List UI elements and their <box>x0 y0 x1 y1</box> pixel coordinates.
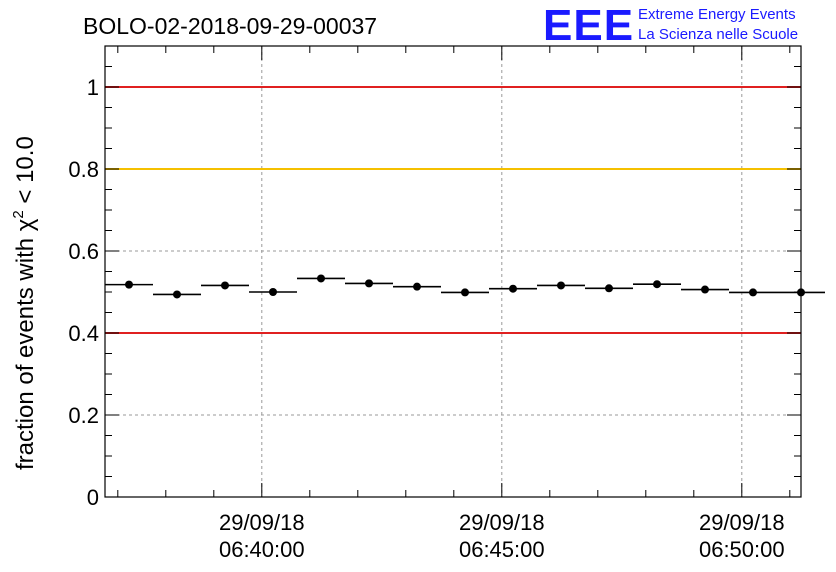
y-tick-label: 1 <box>87 75 99 100</box>
eee-logo: EEE Extreme Energy Events La Scienza nel… <box>543 1 798 50</box>
y-axis-label: fraction of events with χ2 < 10.0 <box>10 136 39 470</box>
x-tick-time-label: 06:40:00 <box>219 537 305 562</box>
y-axis-label-symbol: χ <box>12 218 39 231</box>
data-point <box>125 280 133 289</box>
data-point <box>173 290 181 299</box>
data-point <box>509 284 517 293</box>
data-point <box>365 279 373 288</box>
data-point <box>653 280 661 289</box>
x-tick-date-label: 29/09/18 <box>699 510 785 535</box>
logo-line-1: Extreme Energy Events <box>638 6 796 23</box>
y-tick-label: 0 <box>87 485 99 510</box>
data-point <box>461 288 469 297</box>
chart-title: BOLO-02-2018-09-29-00037 <box>83 13 377 39</box>
data-point <box>317 274 325 283</box>
x-tick-time-label: 06:50:00 <box>699 537 785 562</box>
x-tick-time-label: 06:45:00 <box>459 537 545 562</box>
y-tick-label: 0.2 <box>68 403 99 428</box>
y-tick-label: 0.8 <box>68 157 99 182</box>
y-axis-label-superscript: 2 <box>10 210 27 218</box>
reference-lines <box>105 86 801 334</box>
data-point <box>269 288 277 296</box>
grid <box>105 46 801 497</box>
logo-line-2: La Scienza nelle Scuole <box>638 26 798 43</box>
axes: 00.20.40.60.8129/09/1806:40:0029/09/1806… <box>68 45 802 562</box>
data-series <box>105 274 825 299</box>
plot-frame <box>104 45 802 498</box>
x-tick-date-label: 29/09/18 <box>219 510 305 535</box>
y-tick-label: 0.6 <box>68 239 99 264</box>
data-point <box>749 288 757 297</box>
y-tick-label: 0.4 <box>68 321 99 346</box>
eee-logo-mark: EEE <box>543 1 634 50</box>
x-tick-date-label: 29/09/18 <box>459 510 545 535</box>
data-point <box>701 285 709 294</box>
y-axis-label-suffix: < 10.0 <box>12 136 39 210</box>
data-point <box>221 281 229 290</box>
y-axis-label-prefix: fraction of events with <box>12 231 39 470</box>
data-point <box>557 281 565 290</box>
data-point <box>605 284 613 293</box>
data-point <box>413 282 421 291</box>
